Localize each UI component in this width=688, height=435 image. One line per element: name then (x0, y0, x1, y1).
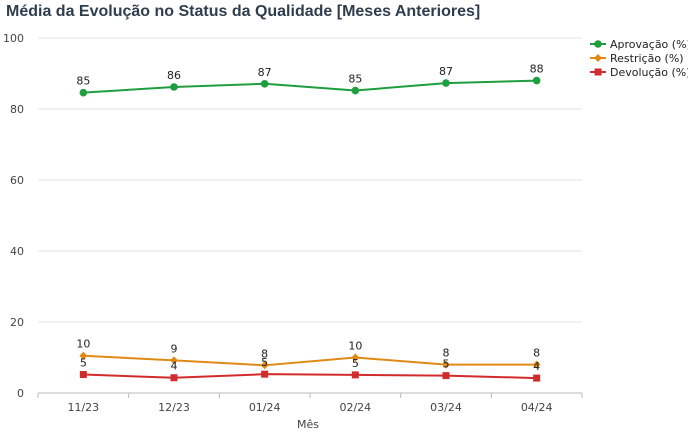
data-label: 4 (171, 360, 178, 373)
legend-item[interactable]: Aprovação (%) (590, 38, 688, 51)
data-point (79, 371, 87, 379)
data-point (533, 374, 541, 382)
data-point (442, 360, 450, 369)
data-label: 5 (352, 357, 359, 370)
data-point (442, 372, 450, 380)
data-point (442, 79, 450, 87)
x-tick-label: 02/24 (339, 401, 371, 414)
data-point (79, 88, 88, 97)
legend-item[interactable]: Devolução (%) (590, 66, 688, 79)
legend[interactable]: Aprovação (%)Restrição (%)Devolução (%) (590, 38, 688, 79)
data-label: 5 (80, 357, 87, 370)
data-label: 86 (167, 69, 181, 82)
legend-marker (594, 68, 602, 76)
data-label: 4 (533, 360, 540, 373)
x-tick-label: 11/23 (67, 401, 99, 414)
series-group (79, 76, 541, 382)
data-point (532, 360, 541, 369)
data-label: 9 (171, 342, 178, 355)
data-label: 5 (261, 356, 268, 369)
x-tick-label: 04/24 (521, 401, 553, 414)
x-axis-ticks: 11/23 12/23 01/24 02/24 03/24 04/24 (37, 393, 583, 414)
data-point (532, 76, 541, 85)
series-line (83, 354, 537, 367)
x-tick-label: 12/23 (158, 401, 190, 414)
x-tick-label: 01/24 (249, 401, 281, 414)
y-axis-ticks: 0 20 40 60 80 100 (3, 32, 24, 400)
data-label: 8 (443, 347, 450, 360)
legend-marker (594, 40, 602, 48)
y-tick-label: 40 (10, 245, 24, 258)
data-label: 87 (258, 66, 272, 79)
data-point (79, 351, 88, 360)
data-point (351, 353, 360, 362)
legend-marker (594, 54, 602, 62)
data-label: 88 (530, 63, 544, 76)
y-tick-label: 60 (10, 174, 24, 187)
data-label: 87 (439, 65, 453, 78)
series-line (83, 79, 537, 94)
y-tick-label: 20 (10, 316, 24, 329)
chart-title: Média da Evolução no Status da Qualidade… (6, 3, 481, 20)
data-label: 10 (76, 338, 90, 351)
data-label: 8 (261, 347, 268, 360)
legend-label: Devolução (%) (610, 66, 688, 79)
legend-label: Aprovação (%) (610, 38, 688, 51)
data-point (170, 83, 178, 91)
data-label: 85 (348, 73, 362, 86)
x-tick-label: 03/24 (430, 401, 462, 414)
data-point (351, 371, 359, 379)
data-label: 85 (76, 75, 90, 88)
data-point (170, 356, 178, 365)
data-point (351, 86, 360, 95)
y-tick-label: 100 (3, 32, 24, 45)
series-line (83, 373, 537, 380)
data-point (260, 361, 269, 370)
data-point (260, 79, 269, 88)
legend-label: Restrição (%) (610, 52, 684, 65)
x-axis-label: Mês (297, 418, 319, 431)
data-label: 10 (348, 340, 362, 353)
data-point (170, 374, 178, 382)
y-tick-label: 80 (10, 103, 24, 116)
data-point (261, 370, 269, 378)
data-label: 5 (443, 358, 450, 371)
legend-item[interactable]: Restrição (%) (590, 52, 684, 65)
data-label: 8 (533, 347, 540, 360)
y-tick-label: 0 (17, 387, 24, 400)
